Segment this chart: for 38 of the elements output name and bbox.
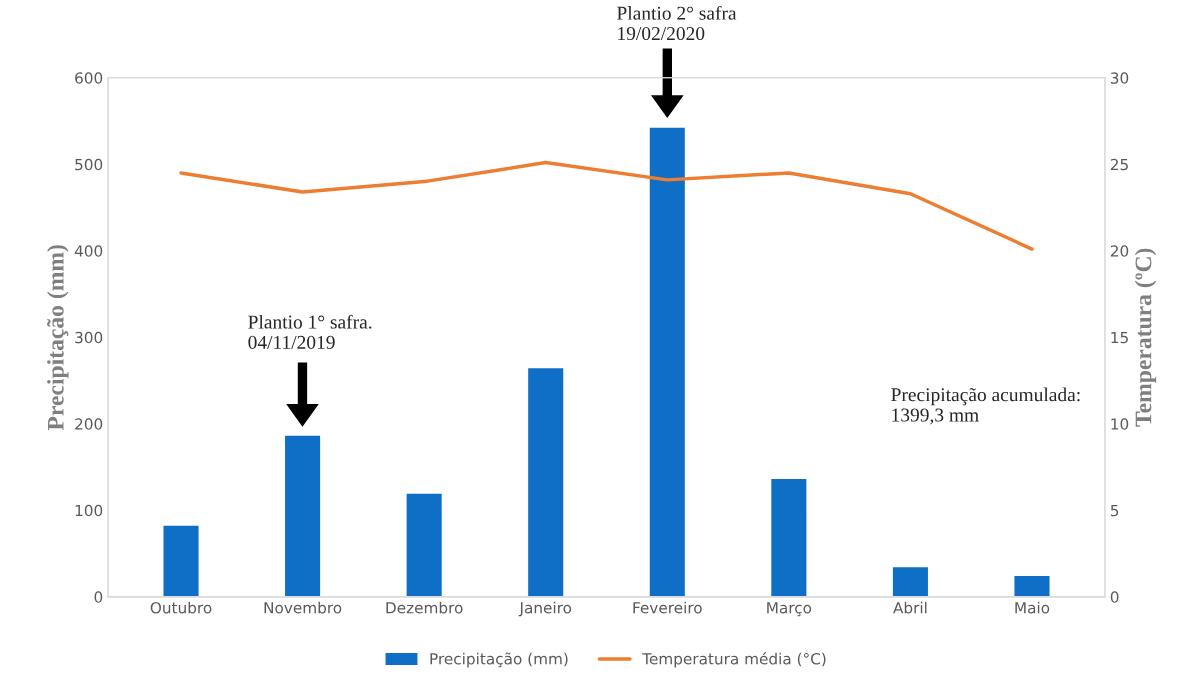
y-tick-label: 100 bbox=[75, 504, 103, 517]
y-axis-title: Precipitação (mm) bbox=[47, 245, 69, 431]
x-tick-label: Fevereiro bbox=[633, 601, 702, 614]
x-tick-label: Maio bbox=[1015, 601, 1050, 614]
legend-label: Temperatura média (°C) bbox=[642, 652, 826, 668]
x-tick-label: Março bbox=[767, 602, 812, 617]
y-tick-label: 0 bbox=[94, 591, 103, 603]
y-tick-label: 600 bbox=[75, 72, 103, 84]
x-tick-label: Novembro bbox=[264, 601, 342, 614]
bar bbox=[526, 366, 565, 597]
annotation: Plantio 1° safra. 04/11/2019 bbox=[248, 314, 372, 349]
y2-tick-label: 15 bbox=[1111, 331, 1128, 344]
text: Plantio 2° safra 19/02/2020 bbox=[617, 5, 737, 41]
y2-tick-label: 0 bbox=[1110, 591, 1119, 603]
bar bbox=[769, 477, 808, 597]
annotation: Precipitação acumulada: 1399,3 mm bbox=[891, 387, 1080, 425]
x-tick-label: Janeiro bbox=[518, 601, 572, 617]
x-tick-label: Outubro bbox=[150, 601, 212, 614]
bar bbox=[162, 524, 200, 597]
y2-tick-label: 20 bbox=[1110, 245, 1129, 257]
bar bbox=[405, 492, 444, 597]
legend-label: Precipitação (mm) bbox=[430, 652, 568, 668]
y-tick-label: 300 bbox=[75, 331, 103, 344]
y2-tick-label: 30 bbox=[1110, 72, 1129, 84]
bar bbox=[283, 434, 322, 597]
y2-tick-label: 5 bbox=[1110, 504, 1119, 517]
bar bbox=[648, 126, 687, 597]
y-tick-label: 200 bbox=[75, 418, 103, 430]
y-tick-label: 400 bbox=[74, 245, 103, 257]
line-series bbox=[179, 160, 1034, 251]
x-tick-label: Dezembro bbox=[386, 601, 463, 614]
y2-tick-label: 10 bbox=[1111, 418, 1129, 430]
y2-tick-label: 25 bbox=[1110, 158, 1128, 171]
bar bbox=[891, 565, 930, 597]
y2-axis-title: Temperatura (ºC) bbox=[1134, 248, 1157, 427]
y-tick-label: 500 bbox=[75, 158, 103, 171]
bar bbox=[1013, 574, 1051, 597]
x-tick-label: Abril bbox=[893, 601, 927, 614]
